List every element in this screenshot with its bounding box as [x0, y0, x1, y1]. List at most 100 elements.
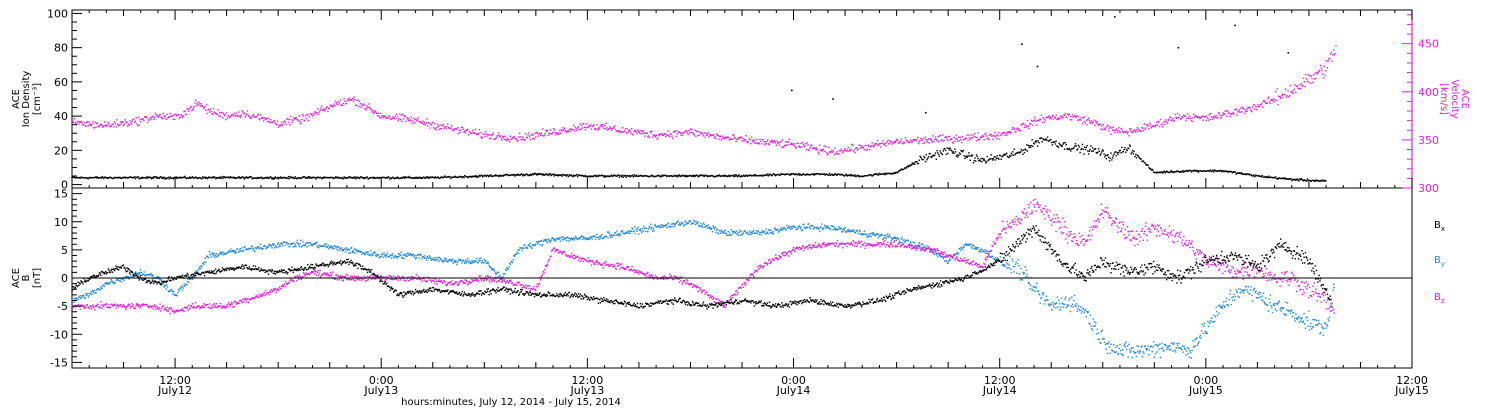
- by-point: [235, 251, 237, 254]
- velocity-point: [424, 124, 426, 126]
- by-point: [1093, 320, 1096, 323]
- by-point: [803, 226, 806, 228]
- by-point: [217, 254, 220, 257]
- velocity-point: [1034, 119, 1036, 121]
- by-point: [774, 227, 776, 229]
- velocity-point: [485, 133, 488, 135]
- velocity-point: [1318, 70, 1320, 72]
- velocity-point: [734, 137, 736, 140]
- velocity-point: [666, 134, 668, 137]
- density-point: [956, 154, 958, 156]
- density-point: [708, 175, 710, 177]
- velocity-point: [103, 125, 105, 127]
- velocity-point: [1243, 108, 1245, 111]
- velocity-point: [292, 119, 294, 121]
- by-point: [279, 245, 281, 247]
- by-point: [374, 252, 376, 254]
- velocity-point: [750, 136, 753, 138]
- density-point: [856, 175, 858, 177]
- velocity-point: [324, 109, 327, 111]
- by-point: [236, 248, 239, 250]
- velocity-point: [321, 109, 324, 111]
- velocity-point: [1331, 60, 1333, 62]
- velocity-point: [825, 151, 828, 154]
- velocity-point: [240, 114, 242, 117]
- density-point: [668, 175, 671, 178]
- by-point: [1194, 339, 1196, 341]
- velocity-point: [744, 139, 747, 141]
- by-point: [400, 251, 402, 253]
- velocity-point: [450, 127, 452, 129]
- by-point: [1192, 346, 1195, 348]
- by-point: [172, 293, 174, 295]
- density-point: [401, 177, 403, 179]
- density-point: [1159, 171, 1162, 174]
- velocity-point: [847, 146, 849, 149]
- by-point: [1107, 343, 1109, 345]
- velocity-point: [1128, 135, 1130, 137]
- by-point: [1205, 331, 1208, 333]
- by-point: [873, 233, 875, 235]
- by-point: [502, 276, 504, 278]
- velocity-point: [779, 141, 781, 143]
- by-point: [332, 248, 334, 250]
- velocity-point: [865, 145, 867, 147]
- by-point: [329, 246, 332, 248]
- by-point: [115, 279, 117, 282]
- by-point: [640, 230, 642, 232]
- density-point: [341, 177, 344, 180]
- velocity-point: [1219, 114, 1221, 116]
- by-point: [1017, 259, 1019, 261]
- by-point: [1152, 341, 1155, 343]
- velocity-point: [1151, 125, 1153, 128]
- density-point: [797, 173, 799, 176]
- density-point: [88, 177, 90, 179]
- density-point: [334, 176, 337, 178]
- by-point: [1002, 263, 1004, 266]
- by-point: [1010, 268, 1012, 270]
- density-point: [1104, 156, 1106, 158]
- by-point: [533, 244, 535, 246]
- velocity-point: [1032, 124, 1034, 127]
- by-point: [912, 241, 914, 243]
- by-point: [386, 252, 389, 255]
- by-point: [1067, 304, 1070, 306]
- density-point: [746, 175, 748, 177]
- velocity-point: [225, 112, 228, 114]
- by-point: [83, 296, 86, 299]
- velocity-point: [210, 110, 212, 113]
- by-point: [137, 274, 139, 276]
- density-point: [1302, 179, 1304, 181]
- by-point: [1032, 285, 1035, 288]
- velocity-point: [733, 134, 735, 137]
- density-point: [324, 176, 327, 179]
- by-point: [709, 227, 712, 229]
- density-point: [563, 174, 565, 176]
- velocity-point: [495, 136, 498, 139]
- by-point: [373, 251, 376, 253]
- by-point: [840, 231, 843, 233]
- velocity-point: [738, 137, 740, 139]
- by-point: [586, 237, 588, 240]
- density-point: [853, 175, 856, 177]
- by-point: [616, 230, 618, 232]
- velocity-point: [376, 114, 379, 117]
- density-point: [416, 176, 419, 179]
- by-point: [816, 226, 819, 228]
- density-point: [153, 176, 155, 178]
- velocity-point: [249, 116, 251, 118]
- density-point: [1030, 144, 1033, 147]
- velocity-point: [255, 116, 257, 118]
- density-point: [188, 177, 190, 179]
- velocity-point: [1096, 121, 1098, 123]
- density-point: [109, 176, 111, 178]
- density-point: [428, 177, 430, 180]
- by-point: [321, 245, 323, 248]
- velocity-point: [1269, 102, 1271, 105]
- density-point: [604, 176, 607, 178]
- velocity-point: [1193, 116, 1196, 119]
- velocity-point: [689, 128, 692, 130]
- velocity-point: [1152, 125, 1155, 127]
- by-point: [909, 241, 912, 243]
- density-point: [613, 174, 615, 176]
